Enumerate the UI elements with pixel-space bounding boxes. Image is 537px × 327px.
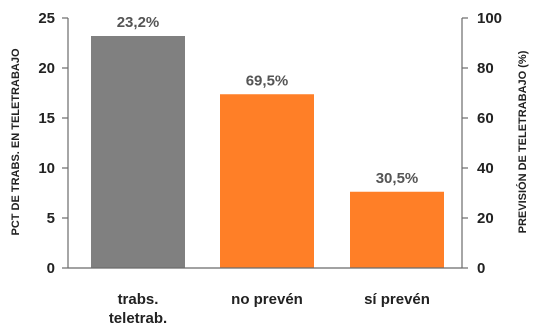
- y-right-tick-label: 60: [477, 110, 494, 127]
- data-label-2: 69,5%: [246, 72, 289, 89]
- x-category-label-1: trabs.: [118, 291, 159, 308]
- y-left-tick-label: 5: [47, 210, 55, 227]
- y-right-axis-title: PREVISIÓN DE TELETRABAJO (%): [516, 50, 529, 233]
- y-left-axis-title: PCT DE TRABS. EN TELETRABAJO: [10, 48, 22, 235]
- x-category-label-2: no prevén: [231, 291, 303, 308]
- y-right-tick-label: 80: [477, 60, 494, 77]
- y-left-tick-label: 0: [47, 260, 55, 277]
- y-left-tick-label: 25: [38, 10, 55, 27]
- x-category-label-3: sí prevén: [364, 291, 430, 308]
- plot-area: 23,2% 69,5% 30,5% 0 5 10 15 20 25 0 20 40 60 80 100 tra…: [38, 10, 502, 327]
- y-left-tick-label: 20: [38, 60, 55, 77]
- data-label-1: 23,2%: [117, 14, 160, 31]
- bar-2: [220, 94, 314, 268]
- y-right-tick-label: 40: [477, 160, 494, 177]
- y-left-tick-label: 10: [38, 160, 55, 177]
- y-right-tick-label: 100: [477, 10, 502, 27]
- y-left-tick-label: 15: [38, 110, 55, 127]
- bar-1: [91, 36, 185, 268]
- y-right-tick-label: 0: [477, 260, 485, 277]
- bar-3: [350, 191, 444, 268]
- data-label-3: 30,5%: [376, 170, 419, 187]
- y-right-tick-label: 20: [477, 210, 494, 227]
- x-category-label-1: teletrab.: [109, 310, 167, 327]
